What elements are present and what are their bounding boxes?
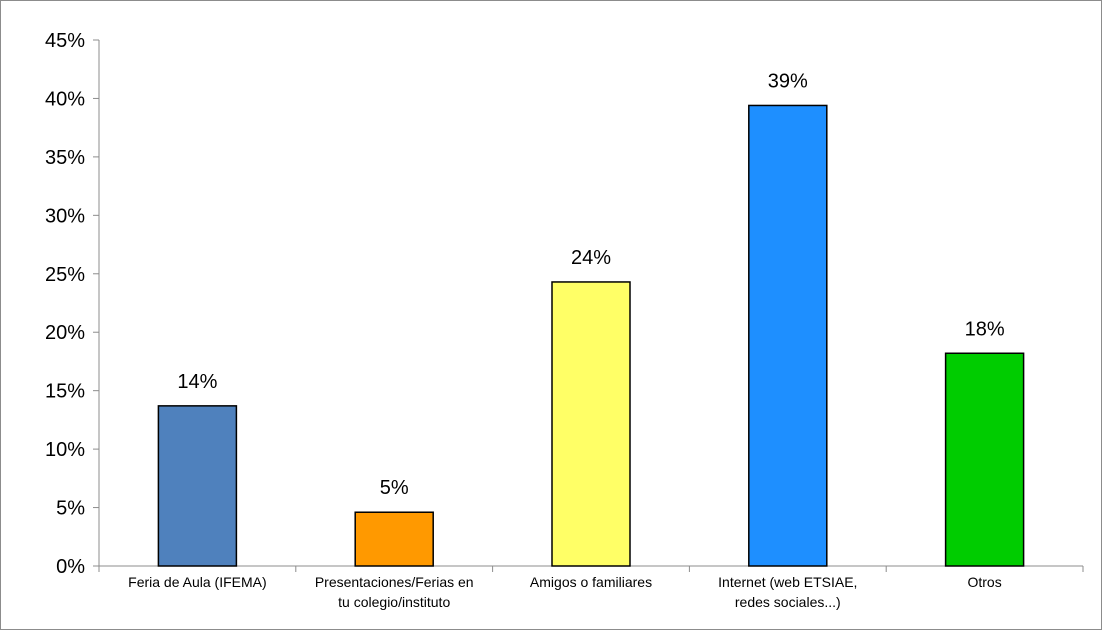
data-label: 39% bbox=[768, 70, 808, 92]
y-tick-label: 0% bbox=[56, 556, 85, 578]
y-tick-label: 40% bbox=[45, 88, 85, 110]
x-tick-label-line: Amigos o familiares bbox=[530, 574, 652, 590]
y-tick-label: 15% bbox=[45, 381, 85, 403]
data-label: 18% bbox=[965, 318, 1005, 340]
y-tick-label: 45% bbox=[45, 30, 85, 52]
x-tick-label-line: Presentaciones/Ferias en bbox=[315, 574, 474, 590]
y-tick-label: 25% bbox=[45, 264, 85, 286]
bar bbox=[354, 511, 434, 567]
y-tick-label: 10% bbox=[45, 439, 85, 461]
x-tick-label-line: Otros bbox=[967, 574, 1001, 590]
y-tick-label: 20% bbox=[45, 322, 85, 344]
x-tick-label: Feria de Aula (IFEMA) bbox=[128, 574, 267, 590]
data-label: 14% bbox=[177, 371, 217, 393]
data-label: 5% bbox=[380, 477, 409, 499]
bar bbox=[157, 405, 238, 567]
x-tick-label: Presentaciones/Ferias en tu colegio/insti… bbox=[315, 574, 474, 610]
y-tick-label: 5% bbox=[56, 498, 85, 520]
bar bbox=[944, 352, 1025, 567]
x-tick-label-line: tu colegio/instituto bbox=[338, 594, 450, 610]
x-tick-label: Otros bbox=[967, 574, 1001, 590]
y-tick-label: 35% bbox=[45, 147, 85, 169]
data-label: 24% bbox=[571, 247, 611, 269]
bar bbox=[748, 104, 828, 567]
x-tick-label-line: Internet (web ETSIAE, bbox=[718, 574, 857, 590]
x-tick-label-line: Feria de Aula (IFEMA) bbox=[128, 574, 267, 590]
x-tick-label-line: redes sociales...) bbox=[735, 594, 841, 610]
x-tick-label: Amigos o familiares bbox=[530, 574, 652, 590]
bar bbox=[551, 281, 631, 567]
y-tick-label: 30% bbox=[45, 205, 85, 227]
x-tick-label: Internet (web ETSIAE, redes sociales...) bbox=[718, 574, 857, 610]
